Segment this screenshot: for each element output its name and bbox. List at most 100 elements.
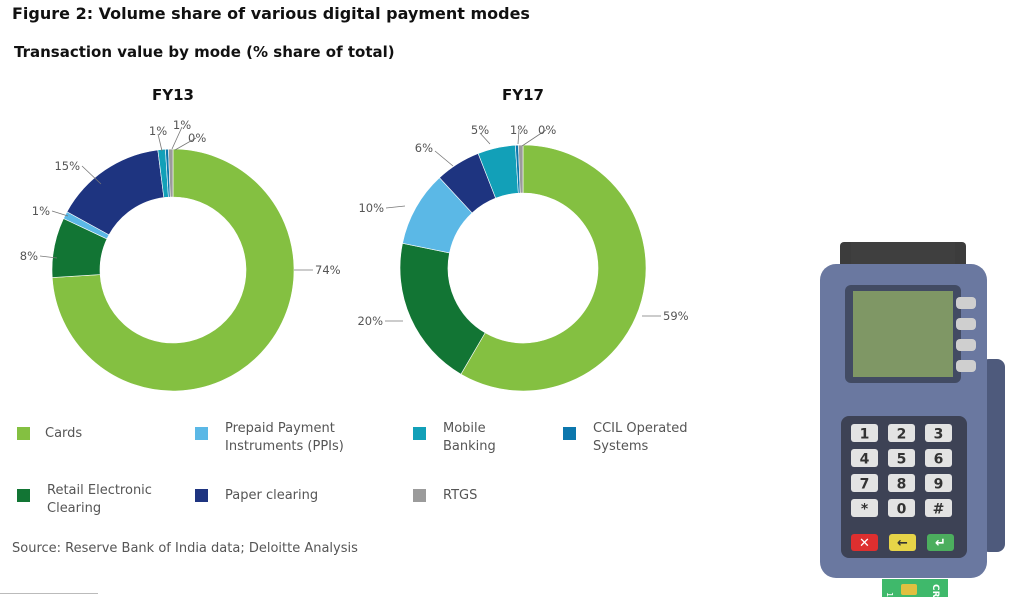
donut-chart-fy17: FY17 59% 20% 10% 6% 5% 1% 0% bbox=[357, 86, 689, 392]
data-label-paper_clearing: 15% bbox=[54, 159, 80, 173]
keypad-key-label: * bbox=[861, 502, 869, 518]
legend-label-line: Systems bbox=[593, 439, 649, 454]
legend-label-line: CCIL Operated bbox=[593, 421, 688, 436]
side-button-1 bbox=[956, 297, 976, 309]
keypad-key-hash bbox=[925, 499, 952, 517]
keypad-key-label: 1 bbox=[860, 427, 870, 443]
keypad: 1 2 3 4 5 6 7 8 9 * 0 # bbox=[851, 424, 952, 518]
source-note: Source: Reserve Bank of India data; Delo… bbox=[12, 541, 358, 556]
leader-line-retail_electronic_clearing bbox=[39, 255, 58, 259]
keypad-key-label: 3 bbox=[934, 427, 944, 443]
data-label-retail_electronic_clearing: 20% bbox=[357, 314, 383, 328]
data-label-cards: 74% bbox=[315, 263, 341, 277]
slice-cards bbox=[51, 148, 295, 392]
keypad-key-5 bbox=[888, 449, 915, 467]
keypad-key-label: 0 bbox=[897, 502, 907, 518]
legend-label-line: Clearing bbox=[47, 501, 102, 516]
data-label-ccil: 1% bbox=[173, 118, 191, 132]
leader-line-mobile_banking bbox=[479, 132, 491, 145]
legend-swatch bbox=[413, 427, 426, 440]
keypad-key-0 bbox=[888, 499, 915, 517]
keypad-key-4 bbox=[851, 449, 878, 467]
enter-key-glyph: ↵ bbox=[935, 536, 946, 551]
keypad-key-label: 6 bbox=[934, 452, 944, 468]
legend-label-line: Retail Electronic bbox=[47, 483, 152, 498]
chart-title: FY17 bbox=[502, 86, 544, 104]
side-button-3 bbox=[956, 339, 976, 351]
side-button-4 bbox=[956, 360, 976, 372]
terminal-screen bbox=[853, 291, 953, 377]
data-label-ppi: 1% bbox=[32, 204, 50, 218]
legend-label-line: Cards bbox=[45, 426, 83, 441]
data-label-paper_clearing: 6% bbox=[415, 141, 433, 155]
leader-line-ccil bbox=[171, 126, 183, 150]
data-label-ccil: 1% bbox=[510, 123, 528, 137]
keypad-key-label: 7 bbox=[860, 477, 870, 493]
slice-rtgs bbox=[518, 144, 524, 194]
data-label-mobile_banking: 5% bbox=[471, 123, 489, 137]
data-label-ppi: 10% bbox=[358, 201, 384, 215]
legend-label: Cards bbox=[45, 425, 195, 443]
legend-label: RTGS bbox=[443, 487, 593, 505]
legend-label: Paper clearing bbox=[225, 487, 375, 505]
leader-line-ppi bbox=[51, 210, 69, 217]
keypad-key-label: 4 bbox=[860, 452, 870, 468]
data-label-rtgs: 0% bbox=[188, 131, 206, 145]
data-label-mobile_banking: 1% bbox=[149, 124, 167, 138]
data-label-cards: 59% bbox=[663, 309, 689, 323]
legend-swatch bbox=[413, 489, 426, 502]
keypad-key-label: # bbox=[933, 502, 945, 518]
legend-swatch bbox=[17, 489, 30, 502]
legend-label: Prepaid Payment Instruments (PPIs) bbox=[225, 420, 375, 456]
chart-title: FY13 bbox=[152, 86, 194, 104]
leader-line-paper_clearing bbox=[434, 150, 454, 167]
keypad-key-9 bbox=[925, 474, 952, 492]
legend-swatch bbox=[563, 427, 576, 440]
keypad-key-label: 8 bbox=[897, 477, 907, 493]
card-chip bbox=[901, 584, 917, 595]
legend-swatch bbox=[195, 489, 208, 502]
keypad-key-label: 2 bbox=[897, 427, 907, 443]
figure-title: Figure 2: Volume share of various digita… bbox=[12, 4, 530, 23]
legend-label: Mobile Banking bbox=[443, 420, 593, 456]
data-label-rtgs: 0% bbox=[538, 123, 556, 137]
cancel-key bbox=[851, 534, 878, 551]
clear-key bbox=[889, 534, 916, 551]
slice-cards bbox=[460, 144, 647, 392]
keypad-key-1 bbox=[851, 424, 878, 442]
legend-label-line: Banking bbox=[443, 439, 496, 454]
enter-key bbox=[927, 534, 954, 551]
chart-subtitle: Transaction value by mode (% share of to… bbox=[14, 43, 395, 61]
side-button-2 bbox=[956, 318, 976, 330]
keypad-key-star bbox=[851, 499, 878, 517]
slice-rtgs bbox=[168, 148, 174, 198]
card-brand-text: CR bbox=[930, 584, 940, 597]
legend-label-line: Instruments (PPIs) bbox=[225, 439, 344, 454]
legend-swatch bbox=[195, 427, 208, 440]
keypad-key-label: 9 bbox=[934, 477, 944, 493]
keypad-key-8 bbox=[888, 474, 915, 492]
bottom-divider bbox=[0, 593, 98, 594]
card-number-text: 12 bbox=[885, 592, 894, 597]
keypad-key-7 bbox=[851, 474, 878, 492]
clear-key-glyph: ← bbox=[897, 536, 908, 551]
leader-line-rtgs bbox=[174, 137, 197, 151]
legend-label-line: RTGS bbox=[443, 488, 478, 503]
terminal-paper-slot bbox=[851, 242, 955, 268]
legend-label-line: Mobile bbox=[443, 421, 486, 436]
leader-line-ccil bbox=[517, 129, 520, 145]
leader-line-rtgs bbox=[521, 129, 547, 147]
legend-label-line: Prepaid Payment bbox=[225, 421, 335, 436]
leader-line-mobile_banking bbox=[157, 133, 163, 152]
keypad-key-2 bbox=[888, 424, 915, 442]
leader-line-paper_clearing bbox=[81, 165, 102, 185]
legend-label: Retail Electronic Clearing bbox=[47, 482, 197, 518]
legend-label-line: Paper clearing bbox=[225, 488, 319, 503]
keypad-key-label: 5 bbox=[897, 452, 907, 468]
slice-retail_electronic_clearing bbox=[399, 242, 486, 375]
cancel-key-glyph: ✕ bbox=[859, 536, 870, 551]
legend-label: CCIL Operated Systems bbox=[593, 420, 743, 456]
